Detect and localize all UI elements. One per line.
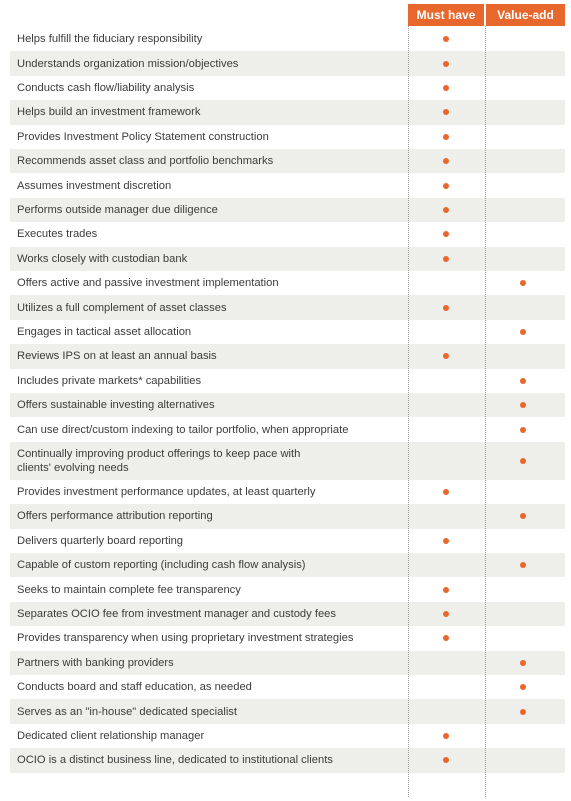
row-label: Can use direct/custom indexing to tailor… [17,423,349,436]
table-row: Provides investment performance updates,… [10,480,565,504]
table-row: Conducts board and staff education, as n… [10,675,565,699]
must-have-dot [443,610,449,617]
must-have-dot [443,488,449,495]
table-row: Offers active and passive investment imp… [10,271,565,295]
table-row: Engages in tactical asset allocation [10,320,565,344]
value-add-dot [520,377,526,384]
value-add-dot [520,513,526,520]
must-have-dot [443,732,449,739]
column-divider [408,26,409,797]
table-row: Delivers quarterly board reporting [10,529,565,553]
row-label: Recommends asset class and portfolio ben… [17,155,274,168]
table-row: Partners with banking providers [10,650,565,675]
row-label: Performs outside manager due diligence [17,203,218,216]
row-label: Engages in tactical asset allocation [17,325,192,338]
table-row: Offers sustainable investing alternative… [10,393,565,418]
must-have-dot [443,109,449,116]
must-have-dot [443,586,449,593]
row-label: Provides investment performance updates,… [17,485,316,498]
table-row: Performs outside manager due diligence [10,197,565,223]
must-have-dot [443,84,449,91]
must-have-dot [443,757,449,764]
must-have-dot [443,635,449,642]
must-have-dot [443,158,449,165]
row-label: Executes trades [17,228,98,241]
must-have-dot [443,537,449,544]
table-row: Includes private markets* capabilities [10,369,565,393]
table-row: Recommends asset class and portfolio ben… [10,149,565,174]
value-add-dot [520,328,526,335]
row-label: Separates OCIO fee from investment manag… [17,607,337,620]
table-row: Reviews IPS on at least an annual basis [10,344,565,369]
table-row: Can use direct/custom indexing to tailor… [10,417,565,441]
table-row: Separates OCIO fee from investment manag… [10,601,565,627]
row-label: Delivers quarterly board reporting [17,534,184,547]
table-row: Utilizes a full complement of asset clas… [10,295,565,320]
row-label: Reviews IPS on at least an annual basis [17,350,217,363]
row-label: Understands organization mission/objecti… [17,57,239,70]
must-have-dot [443,182,449,189]
must-have-dot [443,304,449,311]
row-label: Assumes investment discretion [17,179,172,192]
table-row: Serves as an "in-house" dedicated specia… [10,699,565,724]
table-row: Continually improving product offerings … [10,441,565,480]
row-label: Serves as an "in-house" dedicated specia… [17,705,238,718]
table-row: Provides transparency when using proprie… [10,626,565,650]
table-row: Provides Investment Policy Statement con… [10,125,565,149]
table-row: OCIO is a distinct business line, dedica… [10,748,565,773]
table-row: Helps fulfill the fiduciary responsibili… [10,27,565,51]
row-label: Seeks to maintain complete fee transpare… [17,583,241,596]
value-add-dot [520,708,526,715]
row-label: Includes private markets* capabilities [17,374,202,387]
row-label: Partners with banking providers [17,656,174,669]
table-row: Seeks to maintain complete fee transpare… [10,577,565,601]
value-add-dot [520,426,526,433]
value-add-dot [520,402,526,409]
value-add-dot [520,280,526,287]
table-row: Capable of custom reporting (including c… [10,553,565,578]
table-row: Offers performance attribution reporting [10,504,565,529]
row-label: Dedicated client relationship manager [17,729,205,742]
column-header: Value-add [486,4,565,26]
must-have-dot [443,231,449,238]
value-add-dot [520,684,526,691]
column-header: Must have [408,4,484,26]
row-label: Works closely with custodian bank [17,252,188,265]
value-add-dot [520,457,526,464]
row-label: OCIO is a distinct business line, dedica… [17,754,333,767]
value-add-dot [520,562,526,569]
must-have-dot [443,255,449,262]
row-label: Utilizes a full complement of asset clas… [17,301,227,314]
row-label: Provides Investment Policy Statement con… [17,130,269,143]
row-label: Capable of custom reporting (including c… [17,559,306,572]
must-have-dot [443,353,449,360]
row-label: Offers active and passive investment imp… [17,277,279,290]
must-have-dot [443,206,449,213]
column-divider [485,26,486,797]
table-row: Conducts cash flow/liability analysis [10,76,565,100]
row-label: Helps build an investment framework [17,106,201,119]
table-row: Works closely with custodian bank [10,246,565,271]
must-have-dot [443,36,449,43]
row-label: Offers sustainable investing alternative… [17,399,215,412]
table-row: Dedicated client relationship manager [10,724,565,748]
table-row: Understands organization mission/objecti… [10,51,565,76]
value-add-dot [520,659,526,666]
table-row: Helps build an investment framework [10,100,565,125]
row-label: Conducts cash flow/liability analysis [17,81,195,94]
must-have-dot [443,133,449,140]
table-row: Assumes investment discretion [10,173,565,197]
must-have-dot [443,60,449,67]
row-label: Conducts board and staff education, as n… [17,681,252,694]
row-label: Offers performance attribution reporting [17,510,213,523]
row-label: Provides transparency when using proprie… [17,632,354,645]
row-label: Continually improving product offerings … [17,447,301,474]
table-row: Executes trades [10,222,565,246]
row-label: Helps fulfill the fiduciary responsibili… [17,33,203,46]
